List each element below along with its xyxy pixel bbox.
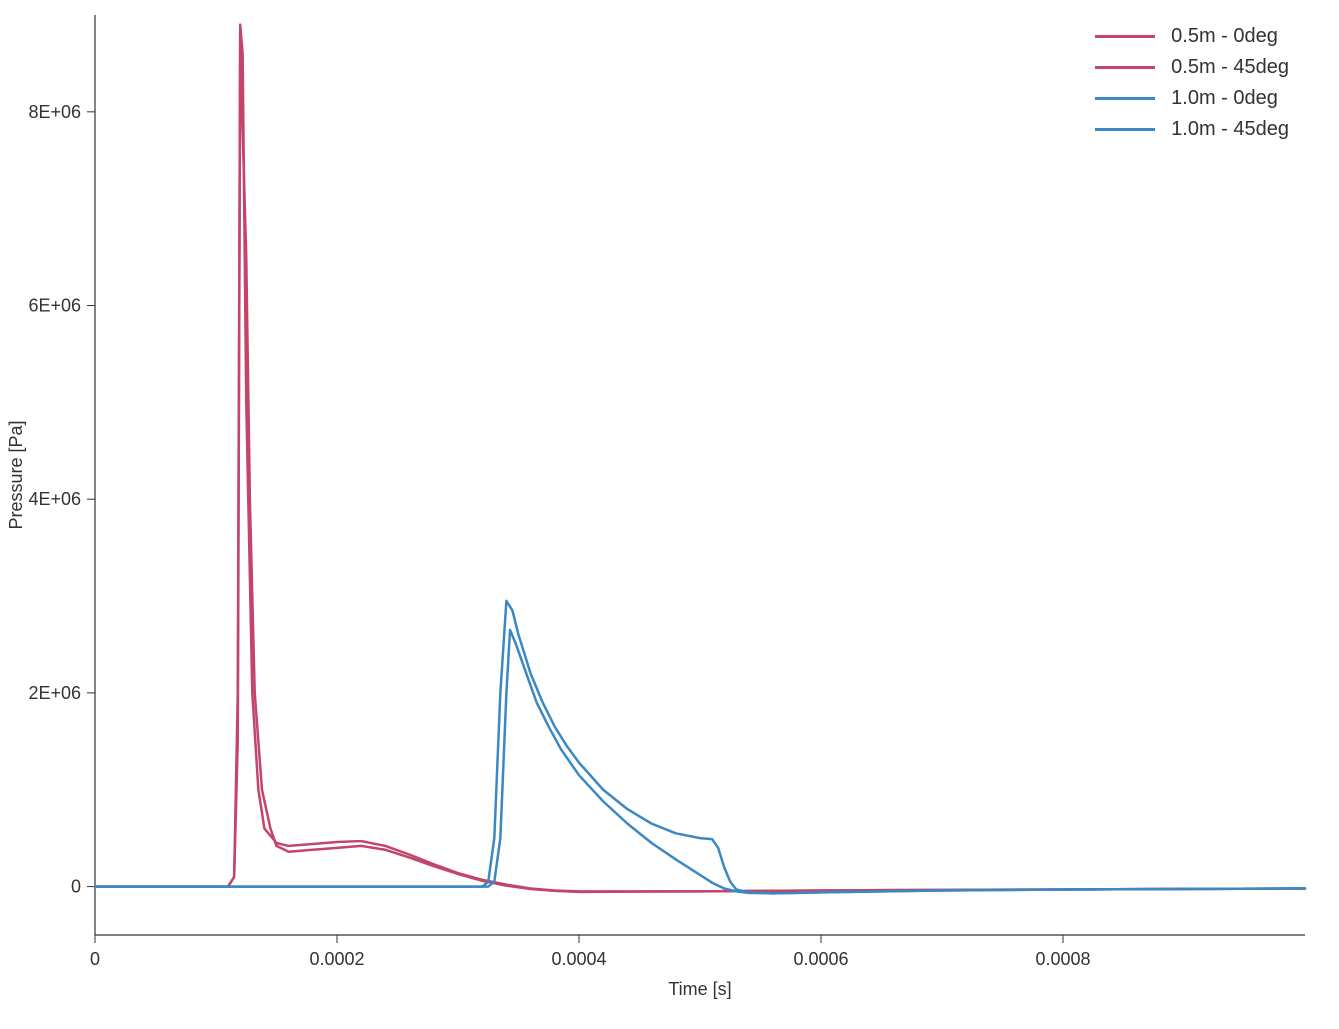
legend-swatch [1095,128,1155,131]
legend-swatch [1095,35,1155,38]
y-tick-label: 6E+06 [28,296,81,316]
legend-label: 1.0m - 45deg [1171,118,1289,141]
series-line [95,25,1305,892]
series-line [95,601,1305,893]
y-tick-label: 0 [71,877,81,897]
x-tick-label: 0 [90,949,100,969]
legend-swatch [1095,66,1155,69]
y-axis-label: Pressure [Pa] [6,420,26,529]
y-tick-label: 2E+06 [28,683,81,703]
x-tick-label: 0.0006 [793,949,848,969]
pressure-time-chart: 0 2E+06 4E+06 6E+06 8E+06 0 0.0002 0.0004 0.0006… [0,0,1339,1024]
series-line [95,630,1305,893]
y-tick-label: 8E+06 [28,102,81,122]
x-tick-label: 0.0004 [551,949,606,969]
x-tick-label: 0.0002 [309,949,364,969]
chart-legend: 0.5m - 0deg 0.5m - 45deg 1.0m - 0deg 1.0m -… [1095,25,1289,149]
legend-label: 0.5m - 0deg [1171,25,1278,48]
legend-item: 1.0m - 45deg [1095,118,1289,141]
legend-item: 1.0m - 0deg [1095,87,1289,110]
x-tick-label: 0.0008 [1035,949,1090,969]
chart-svg: 0 2E+06 4E+06 6E+06 8E+06 0 0.0002 0.0004 0.0006… [0,0,1339,1024]
x-axis-label: Time [s] [668,979,731,999]
y-tick-label: 4E+06 [28,489,81,509]
legend-label: 0.5m - 45deg [1171,56,1289,79]
legend-swatch [1095,97,1155,100]
legend-item: 0.5m - 45deg [1095,56,1289,79]
series-line [95,44,1305,892]
legend-label: 1.0m - 0deg [1171,87,1278,110]
legend-item: 0.5m - 0deg [1095,25,1289,48]
